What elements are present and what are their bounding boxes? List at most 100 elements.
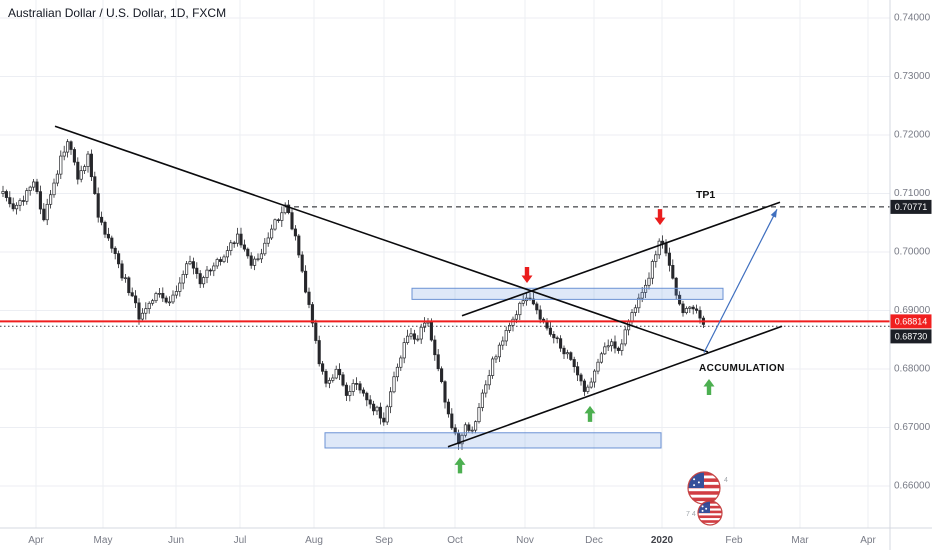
candlestick [392,371,396,394]
green-up-arrow-icon[interactable] [703,378,715,395]
candlestick [185,261,189,279]
time-axis[interactable]: Apr May Jun Jul Aug Sep Oct Nov Dec 2020 Feb Mar Apr [0,527,932,546]
candlestick [375,405,379,415]
candlestick [416,335,420,342]
svg-text:0.68730: 0.68730 [895,331,928,341]
candlestick [603,342,607,356]
candlestick [613,335,617,354]
candlestick [606,339,610,351]
time-axis-label: Nov [516,535,534,546]
candlestick [270,224,274,240]
accumulation-label[interactable]: ACCUMULATION [699,363,785,374]
projection-arrowhead-icon [770,209,777,218]
candlestick [508,322,512,334]
candlestick [695,304,699,314]
candles-layer [1,139,705,450]
candlestick [304,265,308,294]
candlestick [327,377,331,389]
candlestick [307,287,311,309]
candlestick [154,291,158,303]
price-axis-label: 0.69000 [894,305,931,316]
time-axis-label: Dec [585,535,603,546]
candlestick [205,266,209,284]
rising-channel-upper-trendline[interactable] [461,201,781,317]
candlestick [389,387,393,414]
price-badge: 0.70771 [890,199,932,214]
candlestick [644,279,648,298]
candlestick [1,185,5,197]
candlestick [501,336,505,350]
candlestick [385,404,389,425]
price-axis[interactable]: 0.74000 0.73000 0.72000 0.71000 0.70000 0.690… [889,0,932,550]
candlestick [521,295,525,307]
candlestick [151,298,155,306]
candlestick [198,270,202,289]
candlestick [25,187,29,205]
candlestick [178,277,182,297]
candlestick [562,345,566,360]
candlestick [402,337,406,364]
candlestick [399,355,403,371]
candlestick [225,246,229,263]
candlestick [610,338,614,352]
candlestick [409,328,413,340]
candlestick [59,150,63,179]
projection-arrow-line[interactable] [703,209,778,353]
green-up-arrow-icon[interactable] [454,457,466,474]
price-axis-label: 0.66000 [894,481,931,492]
red-down-arrow-icon[interactable] [654,209,666,226]
candlestick [174,285,178,299]
candlestick [667,247,671,272]
candlestick [535,301,539,315]
candlestick [593,369,597,388]
watermark-text: 4 [724,477,728,484]
price-axis-label: 0.67000 [894,422,931,433]
candlestick [263,238,267,256]
green-up-arrow-icon[interactable] [584,405,596,422]
candlestick [232,240,236,248]
candlestick [62,145,66,161]
rising-support-trendline[interactable] [447,325,783,448]
candlestick [565,349,569,359]
candlestick [300,251,304,274]
candlestick [8,191,12,208]
time-axis-label: Apr [28,535,44,546]
candlestick [450,408,454,430]
time-axis-label: Jun [168,535,184,546]
candlestick [89,149,93,182]
demand-zone[interactable] [324,432,662,449]
price-badge: 0.68814 [890,314,932,329]
resistance-zone[interactable] [411,287,724,300]
candlestick [491,356,495,379]
candlestick [382,412,386,426]
candlestick [494,354,498,364]
candlestick [348,385,352,402]
candlestick [582,378,586,396]
candlestick [480,389,484,412]
descending-trendline[interactable] [54,125,709,353]
candlestick [195,262,199,279]
candlestick [191,257,195,275]
candlestick [623,326,627,347]
tp1-label[interactable]: TP1 [696,189,716,201]
candlestick [280,206,284,227]
candlestick [412,329,416,345]
candlestick [331,374,335,383]
red-down-arrow-icon[interactable] [521,267,533,284]
candlestick [596,358,600,375]
time-axis-label: Jul [234,535,247,546]
symbol-title[interactable]: Australian Dollar / U.S. Dollar, 1D, FXC… [8,6,227,20]
time-axis-label: 2020 [651,535,674,546]
candlestick [620,339,624,356]
candlestick [555,335,559,344]
candlestick [477,403,481,424]
candlestick [552,331,556,344]
watermark-logo: 4 [687,471,728,505]
candlestick [518,301,522,321]
candlestick [545,318,549,331]
candlestick [100,211,104,226]
candlestick [355,377,359,391]
candlestick [633,304,637,317]
watermark-text: 7 4 [686,511,696,518]
